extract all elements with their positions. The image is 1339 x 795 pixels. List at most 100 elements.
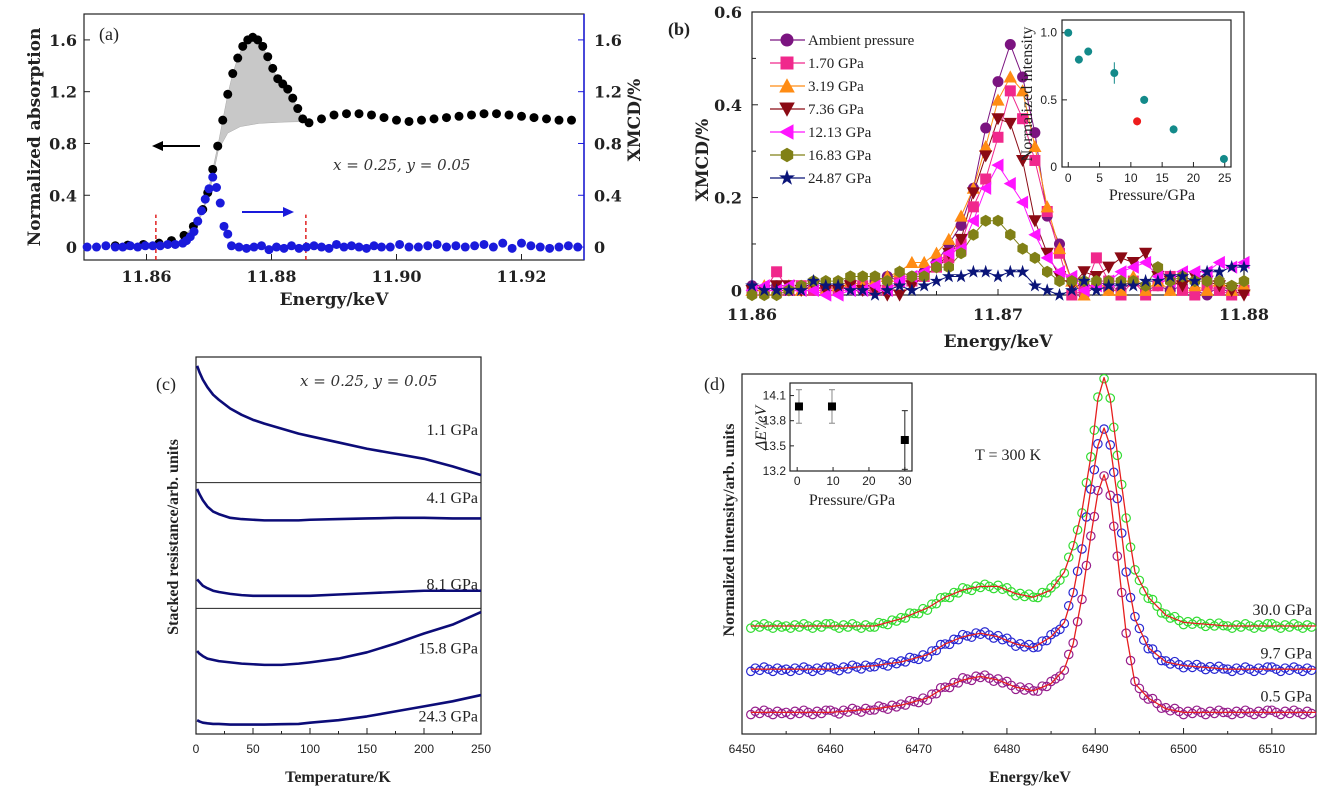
- data-point: [1016, 84, 1030, 97]
- data-point: [892, 278, 907, 292]
- data-point: [1091, 275, 1102, 288]
- fit-curve: [750, 474, 1316, 714]
- data-point: [909, 653, 919, 664]
- data-point: [1156, 608, 1167, 618]
- data-point: [1052, 265, 1065, 279]
- data-point: [978, 264, 993, 278]
- data-point: [1101, 278, 1116, 292]
- x-tick-label: 11.88: [246, 267, 296, 286]
- xmcd-point: [498, 238, 508, 248]
- legend-marker: [780, 33, 794, 47]
- xmcd-point: [526, 241, 536, 251]
- data-point: [957, 583, 968, 593]
- absorption-point: [404, 116, 414, 126]
- data-point: [860, 620, 871, 630]
- absorption-point: [354, 109, 364, 119]
- data-point: [1066, 289, 1078, 301]
- absorption-point: [228, 69, 238, 79]
- data-point: [1042, 265, 1053, 278]
- data-point: [1143, 643, 1154, 654]
- data-point: [917, 278, 931, 292]
- xmcd-point: [249, 242, 259, 252]
- data-point: [1214, 705, 1224, 716]
- data-point: [819, 288, 832, 302]
- data-point: [1175, 280, 1190, 293]
- xmcd-point: [287, 241, 296, 251]
- data-point: [1191, 705, 1202, 716]
- xmcd-point: [140, 241, 150, 251]
- xmcd-point: [264, 245, 274, 255]
- data-point: [847, 703, 858, 714]
- data-point: [1114, 283, 1128, 296]
- data-point: [954, 233, 968, 246]
- xmcd-point: [212, 182, 221, 192]
- data-point: [1152, 261, 1164, 274]
- data-point: [962, 584, 972, 594]
- inset-x-tick-label: 25: [1218, 171, 1232, 185]
- absorption-point: [392, 115, 401, 125]
- data-point: [991, 113, 1005, 126]
- data-point: [1156, 655, 1167, 666]
- x-tick-label: 50: [246, 742, 260, 756]
- arrow-right-icon: [242, 207, 294, 217]
- absorption-point: [442, 113, 451, 123]
- legend-marker: [780, 147, 794, 163]
- data-point: [966, 187, 980, 200]
- panel-b-inset-xlabel: Pressure/GPa: [1109, 187, 1195, 204]
- y-tick-label: 1.6: [49, 31, 77, 50]
- data-point: [847, 660, 858, 671]
- panel-c-annotation: x = 0.25, y = 0.05: [300, 372, 437, 390]
- y2-tick-label: 0: [594, 238, 605, 257]
- data-point: [1063, 649, 1074, 660]
- x-tick-label: 0: [193, 742, 200, 756]
- data-point: [979, 150, 993, 163]
- x-tick-label: 11.88: [1219, 305, 1269, 324]
- data-point: [771, 266, 783, 278]
- data-point: [1306, 665, 1317, 676]
- legend-label: 16.83 GPa: [808, 148, 872, 164]
- y2-tick-label: 0.8: [594, 134, 622, 153]
- absorption-point: [417, 115, 426, 125]
- inset-y-tick-label: 14.1: [763, 389, 787, 403]
- absorption-point: [263, 52, 273, 62]
- data-point: [1028, 685, 1039, 696]
- inset-x-tick-label: 20: [1187, 171, 1201, 185]
- data-point: [868, 279, 881, 293]
- absorption-point: [429, 114, 439, 124]
- xmcd-point: [242, 243, 251, 253]
- data-point: [954, 269, 968, 283]
- absorption-point: [208, 164, 218, 174]
- absorption-point: [529, 113, 539, 123]
- xmcd-point: [234, 242, 244, 252]
- data-point: [954, 209, 968, 222]
- xmcd-point: [535, 242, 545, 252]
- data-point: [962, 631, 972, 641]
- data-point: [1126, 278, 1141, 292]
- xmcd-point: [423, 241, 433, 251]
- data-point: [1059, 568, 1070, 578]
- data-point: [929, 246, 944, 259]
- data-point: [1126, 257, 1140, 270]
- inset-y-tick-label: 13.8: [763, 414, 787, 428]
- data-point: [1077, 288, 1091, 301]
- x-tick-label: 150: [357, 742, 377, 756]
- data-point: [1143, 694, 1154, 704]
- data-point: [1130, 611, 1140, 622]
- data-point: [1089, 283, 1104, 297]
- xmcd-point: [573, 242, 583, 252]
- data-point: [1072, 525, 1083, 535]
- resistance-curve: [196, 693, 482, 726]
- data-point: [1028, 215, 1042, 228]
- xmcd-point: [101, 241, 111, 251]
- data-point: [1224, 260, 1239, 273]
- panel-a-xlabel: Energy/keV: [280, 290, 390, 310]
- xmcd-point: [227, 241, 236, 251]
- data-point: [1102, 261, 1116, 274]
- xmcd-point: [223, 229, 233, 239]
- data-point: [955, 247, 967, 260]
- y-tick-label: 0.4: [49, 186, 77, 205]
- panel-a: (a) x = 0.25, y = 0.05 Energy/keV Normal…: [25, 13, 645, 310]
- data-point: [1267, 662, 1277, 672]
- xmcd-point: [451, 241, 461, 251]
